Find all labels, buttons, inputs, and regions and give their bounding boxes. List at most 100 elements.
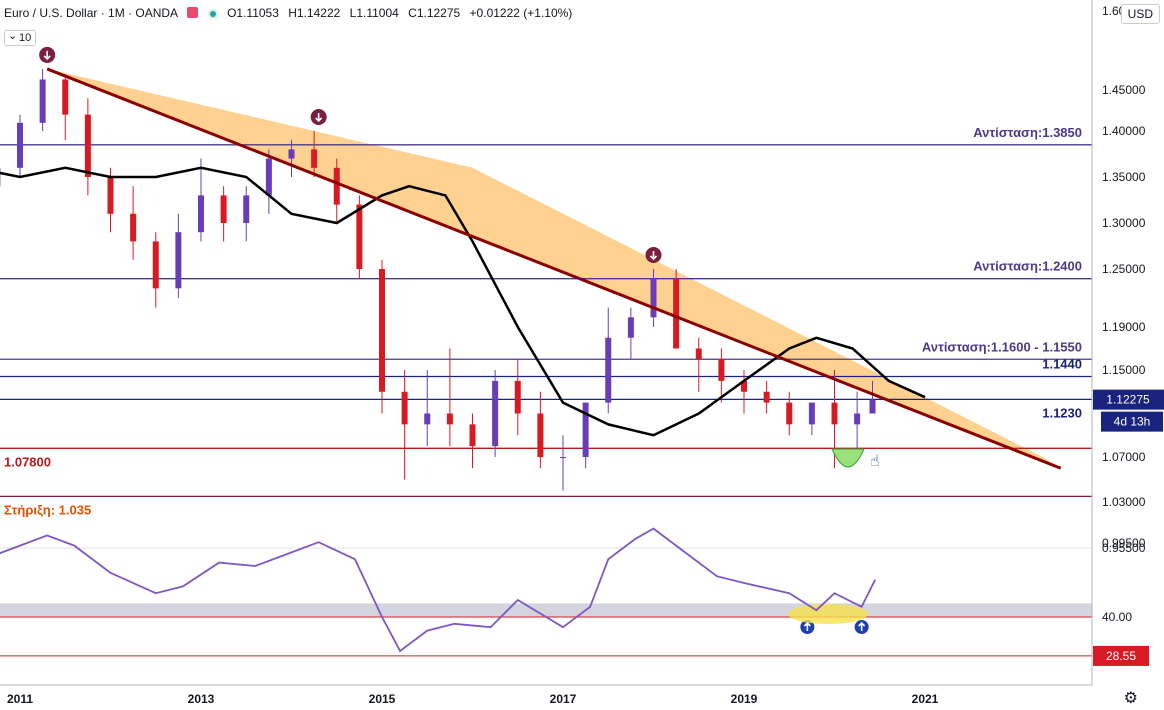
level-labels: Αντίσταση:1.3850 Αντίσταση:1.2400 Αντίστασ… [4,125,1082,518]
candle-body [356,204,363,269]
moving-average-line [0,166,926,437]
candle-body [869,399,876,414]
arrow-down-glyph [43,50,51,61]
level-label: 1.1230 [1042,405,1082,420]
hand-cursor-icon: ☝ [870,451,880,470]
ohlc-low: L1.11004 [349,6,399,20]
ohlc-open: O1.11053 [227,6,279,20]
candle-body [831,402,838,425]
price-tick-label: 1.25000 [1102,262,1146,276]
time-axis[interactable]: 2011 2013 2015 2017 2019 2021 [7,692,939,706]
candle-body [311,149,318,168]
level-label: Αντίσταση:1.2400 [973,259,1082,274]
arrow-up-glyph [803,621,811,631]
candle-body [605,337,612,403]
candle-body [650,278,657,318]
candle-body [401,391,408,425]
candle-body [627,317,634,338]
symbol-title[interactable]: Euro / U.S. Dollar · 1M · OANDA [4,6,179,20]
price-tick-label: 0.99500 [1102,536,1146,550]
candle-body [220,195,227,223]
level-label: 1.1440 [1042,357,1082,372]
time-tick-label: 2013 [188,692,215,706]
candle-body [763,391,770,403]
candle-body [695,348,702,360]
candle-body [198,195,204,233]
rsi-pane [0,527,1092,657]
market-status-icon [207,9,218,19]
rsi-value-text: 28.55 [1106,649,1136,663]
candle-body [786,402,793,425]
candle-body [17,122,23,168]
price-axis[interactable]: 1.600001.450001.400001.350001.300001.250… [1102,4,1146,624]
price-tick-label: 1.03000 [1102,495,1146,509]
countdown-text: 4d 13h [1114,415,1151,429]
candle-body [265,158,272,196]
ohlc-high: H1.14222 [288,6,341,20]
ohlc-close: C1.12275 [408,6,461,20]
arrow-down-glyph [315,113,323,123]
candle-body [107,177,114,214]
time-tick-label: 2021 [912,692,939,706]
chart-header: Euro / U.S. Dollar · 1M · OANDA O1.11053… [4,6,578,20]
level-label: Αντίσταση:1.3850 [973,125,1082,140]
candle-body [514,380,521,414]
candle-body [446,413,453,425]
price-tick-label: 1.15000 [1102,363,1146,377]
last-price-badge [1093,389,1164,410]
level-label: 1.07800 [4,454,51,469]
markers [39,46,869,634]
cup-shape [831,448,865,468]
gear-icon[interactable]: ⚙ [1123,690,1138,707]
rsi-value-badge [1093,645,1149,666]
candle-body [424,413,431,425]
candle-body [808,402,815,425]
time-tick-label: 2011 [7,692,33,706]
price-badges: 1.12275 4d 13h 28.55 [1093,389,1164,666]
candle-body [175,232,182,289]
candle-body [673,278,680,349]
time-tick-label: 2015 [369,692,396,706]
candle-body [560,457,566,458]
candle-body [152,241,159,289]
ohlc-change: +0.01222 (+1.10%) [469,6,573,20]
rsi-band [0,603,1092,617]
countdown-badge [1101,411,1163,432]
indicator-input[interactable]: 10 [4,29,37,46]
price-pane [0,46,1092,634]
currency-button[interactable]: USD [1120,4,1160,24]
candles [0,68,876,491]
candle-body [243,195,250,223]
last-price-text: 1.12275 [1106,393,1150,407]
candle-body [84,114,91,177]
level-label: Αντίσταση:1.1600 - 1.1550 [922,339,1082,354]
price-tick-label: 0.95500 [1102,541,1146,555]
price-tick-label: 1.45000 [1102,83,1146,97]
candle-body [741,380,747,392]
price-tick-label: 1.07000 [1102,450,1146,464]
candle-body [582,402,589,457]
price-tick-label: 1.30000 [1102,216,1146,230]
trendline[interactable] [46,67,1062,470]
candle-body [379,269,385,392]
level-label: Στήριξη: 1.035 [4,502,91,517]
arrow-down-glyph [649,251,658,261]
flag-icon[interactable] [187,7,199,18]
price-tick-label: 1.35000 [1102,170,1146,184]
arrow-up-glyph [858,621,866,631]
candle-body [492,380,499,447]
candle-body [718,359,725,381]
time-tick-label: 2017 [550,692,577,706]
candle-body [854,413,861,425]
candle-body [333,167,340,205]
price-tick-label: 1.40000 [1102,124,1146,138]
rsi-levels [0,616,1092,657]
candle-body [62,79,69,115]
candle-body [537,413,544,457]
candle-body [288,149,295,159]
price-tick-label: 1.19000 [1102,320,1146,334]
rsi-highlight [788,604,868,624]
candle-body [39,79,46,123]
rsi-line [0,527,877,653]
